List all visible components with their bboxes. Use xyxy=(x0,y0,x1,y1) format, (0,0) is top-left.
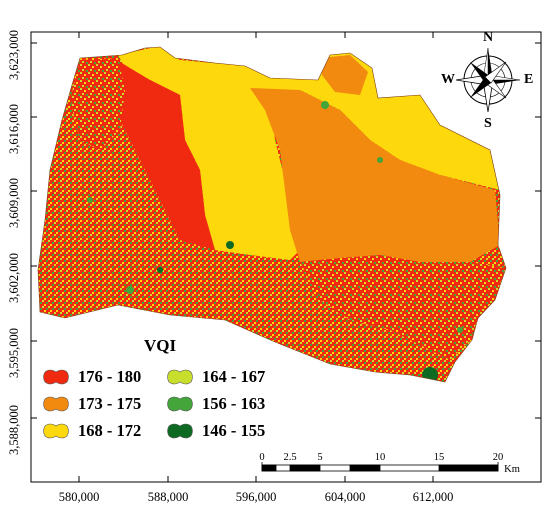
scalebar-tick-label: 0 xyxy=(259,452,265,463)
x-tick-label: 604,000 xyxy=(324,490,366,504)
scalebar-tick-label: 10 xyxy=(374,452,386,463)
legend-label: 176 - 180 xyxy=(78,367,142,386)
x-axis-ticks xyxy=(78,32,434,482)
legend-swatch xyxy=(167,396,193,412)
legend-label: 164 - 167 xyxy=(202,367,266,386)
vqi-raster xyxy=(38,47,506,382)
legend-swatch xyxy=(167,423,193,439)
legend-label: 173 - 175 xyxy=(78,394,142,413)
x-tick-label: 612,000 xyxy=(412,490,454,504)
legend-swatch xyxy=(43,396,69,412)
compass-w-label: W xyxy=(441,72,455,87)
legend-item: 173 - 175 xyxy=(42,394,141,414)
legend-swatch xyxy=(43,423,69,439)
legend-swatch xyxy=(167,369,193,385)
scalebar-tick-label: 5 xyxy=(317,452,323,463)
compass-n-label: N xyxy=(483,30,494,45)
legend-item: 156 - 163 xyxy=(166,394,265,414)
legend-swatch xyxy=(43,369,69,385)
scalebar-tick-label: 2.5 xyxy=(283,452,297,463)
y-tick-label: 3,609,000 xyxy=(7,178,21,228)
y-tick-label: 3,588,000 xyxy=(7,405,21,455)
legend-item: 164 - 167 xyxy=(166,367,265,387)
x-tick-label: 580,000 xyxy=(58,490,100,504)
legend-item: 146 - 155 xyxy=(166,421,265,441)
legend-item: 168 - 172 xyxy=(42,421,141,441)
study-area-outline xyxy=(37,46,507,383)
legend-title: VQI xyxy=(144,336,177,355)
y-tick-label: 3,623,000 xyxy=(7,30,21,80)
y-tick-label: 3,602,000 xyxy=(7,253,21,303)
map-frame-border xyxy=(30,31,542,483)
x-tick-label: 588,000 xyxy=(147,490,189,504)
compass-e-label: E xyxy=(524,72,534,87)
scalebar-tick-label: 20 xyxy=(492,452,504,463)
zone-173-175 xyxy=(250,88,500,262)
compass-rose-icon xyxy=(455,47,521,113)
legend-label: 156 - 163 xyxy=(202,394,266,413)
legend-item: 176 - 180 xyxy=(42,367,141,387)
legend-label: 146 - 155 xyxy=(202,421,266,440)
y-axis-ticks xyxy=(31,42,541,419)
scalebar-tick-label: 15 xyxy=(433,452,445,463)
compass-s-label: S xyxy=(484,116,492,131)
scalebar-unit: Km xyxy=(504,464,520,475)
legend-label: 168 - 172 xyxy=(78,421,142,440)
zone-176-180 xyxy=(110,62,215,250)
y-tick-label: 3,595,000 xyxy=(7,328,21,378)
x-tick-label: 596,000 xyxy=(235,490,277,504)
zone-168-172 xyxy=(118,47,500,260)
scale-bar xyxy=(261,462,499,472)
y-tick-label: 3,616,000 xyxy=(7,104,21,154)
